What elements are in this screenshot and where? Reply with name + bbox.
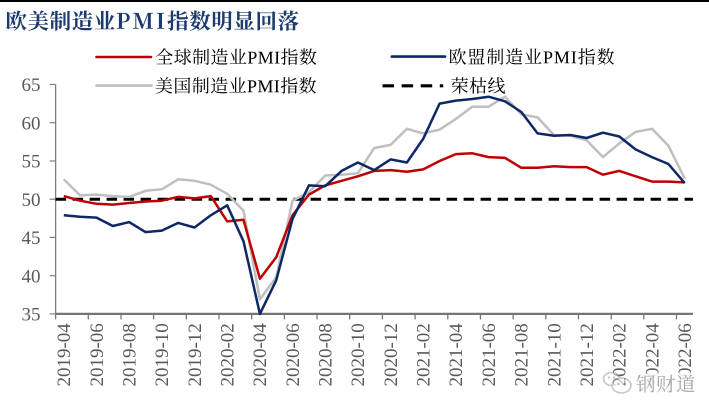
- svg-text:40: 40: [22, 266, 41, 287]
- svg-text:2021-10: 2021-10: [544, 323, 565, 386]
- svg-text:2022-06: 2022-06: [675, 323, 696, 386]
- svg-text:2019-10: 2019-10: [152, 323, 173, 386]
- svg-text:2020-04: 2020-04: [250, 323, 271, 387]
- svg-text:2020-08: 2020-08: [316, 323, 337, 386]
- svg-text:35: 35: [22, 305, 41, 326]
- svg-text:2021-06: 2021-06: [479, 323, 500, 386]
- svg-text:2019-08: 2019-08: [119, 323, 140, 386]
- svg-text:2020-12: 2020-12: [381, 323, 402, 386]
- svg-text:2021-12: 2021-12: [577, 323, 598, 386]
- svg-text:2022-02: 2022-02: [610, 323, 631, 386]
- svg-text:60: 60: [22, 113, 41, 134]
- svg-text:50: 50: [22, 190, 41, 211]
- svg-text:2021-04: 2021-04: [446, 323, 467, 387]
- svg-text:45: 45: [22, 228, 41, 249]
- svg-text:2020-06: 2020-06: [283, 323, 304, 386]
- svg-text:2020-10: 2020-10: [348, 323, 369, 386]
- svg-text:2021-02: 2021-02: [414, 323, 435, 386]
- svg-text:2020-02: 2020-02: [218, 323, 239, 386]
- svg-text:2021-08: 2021-08: [512, 323, 533, 386]
- svg-text:2022-04: 2022-04: [642, 323, 663, 387]
- svg-text:65: 65: [22, 75, 41, 96]
- svg-text:2019-12: 2019-12: [185, 323, 206, 386]
- svg-text:2019-04: 2019-04: [54, 323, 75, 387]
- svg-text:55: 55: [22, 152, 41, 173]
- svg-text:2019-06: 2019-06: [87, 323, 108, 386]
